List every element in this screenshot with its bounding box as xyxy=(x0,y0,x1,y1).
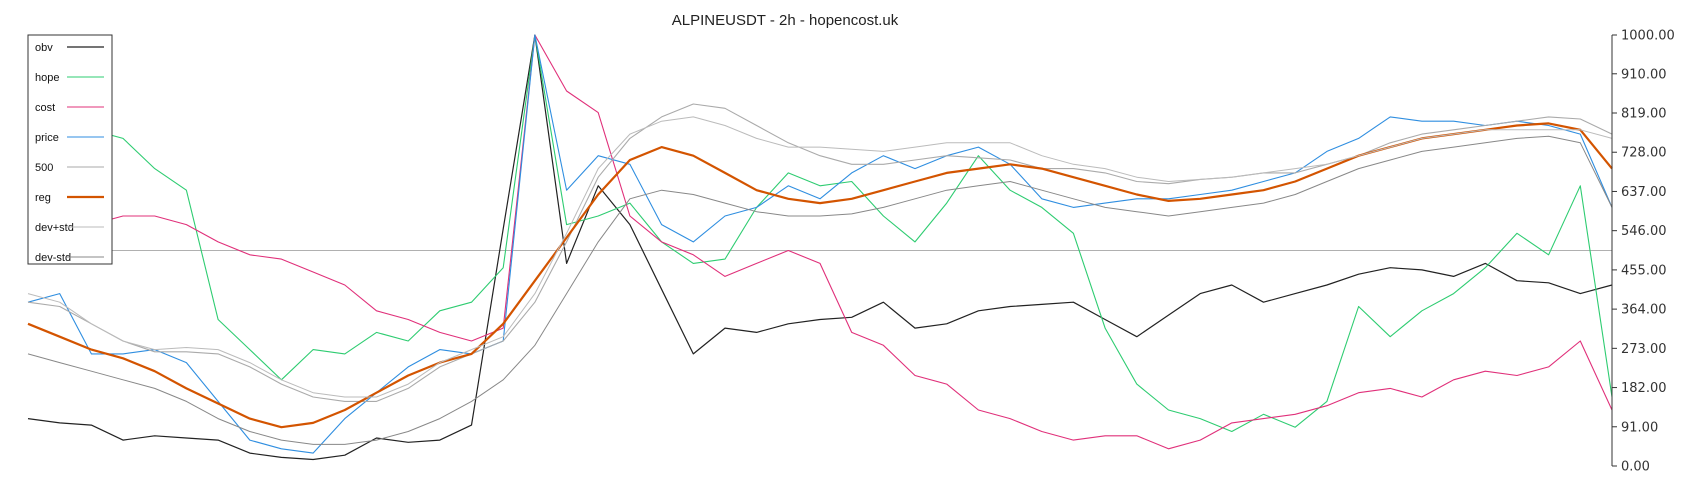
y-tick-label: 455.00 xyxy=(1621,263,1667,278)
series-line-price xyxy=(27,34,1613,454)
legend-label-price: price xyxy=(35,132,59,144)
y-tick-label: 819.00 xyxy=(1621,107,1667,122)
legend-label-hope: hope xyxy=(35,72,59,84)
series-line-cost xyxy=(27,34,1613,450)
y-tick-label: 364.00 xyxy=(1621,303,1667,318)
legend: obv hope cost price 500 reg dev+std dev-std xyxy=(27,34,113,265)
series-layer xyxy=(27,34,1613,461)
y-axis: 1000.00 910.00 819.00 728.00 637.00 546.00 455… xyxy=(1611,29,1675,475)
y-tick-label: 182.00 xyxy=(1621,381,1667,396)
legend-box xyxy=(27,34,113,265)
series-line-500 xyxy=(27,103,1613,402)
series-line-dev-std xyxy=(27,116,1613,398)
series-line-reg xyxy=(27,122,1613,429)
y-tick-label: 637.00 xyxy=(1621,185,1667,200)
y-tick-label: 910.00 xyxy=(1621,67,1667,82)
legend-label-reg: reg xyxy=(35,192,51,204)
legend-label-dev-std: dev-std xyxy=(35,252,71,264)
chart-title: ALPINEUSDT - 2h - hopencost.uk xyxy=(672,12,899,29)
legend-items: obv hope cost price 500 reg dev+std dev-std xyxy=(35,42,104,264)
y-tick-label: 728.00 xyxy=(1621,146,1667,161)
series-line-obv xyxy=(27,34,1613,461)
y-tick-label: 0.00 xyxy=(1621,460,1650,475)
legend-label-dev-std: dev+std xyxy=(35,222,74,234)
legend-label-obv: obv xyxy=(35,42,53,54)
y-ticks: 1000.00 910.00 819.00 728.00 637.00 546.00 455… xyxy=(1612,29,1675,475)
y-tick-label: 1000.00 xyxy=(1621,29,1675,44)
y-tick-label: 91.00 xyxy=(1621,420,1658,435)
legend-label-500: 500 xyxy=(35,162,53,174)
series-line-dev-std xyxy=(27,135,1613,445)
series-line-hope xyxy=(27,34,1613,433)
legend-label-cost: cost xyxy=(35,102,55,114)
y-tick-label: 546.00 xyxy=(1621,224,1667,239)
y-tick-label: 273.00 xyxy=(1621,342,1667,357)
